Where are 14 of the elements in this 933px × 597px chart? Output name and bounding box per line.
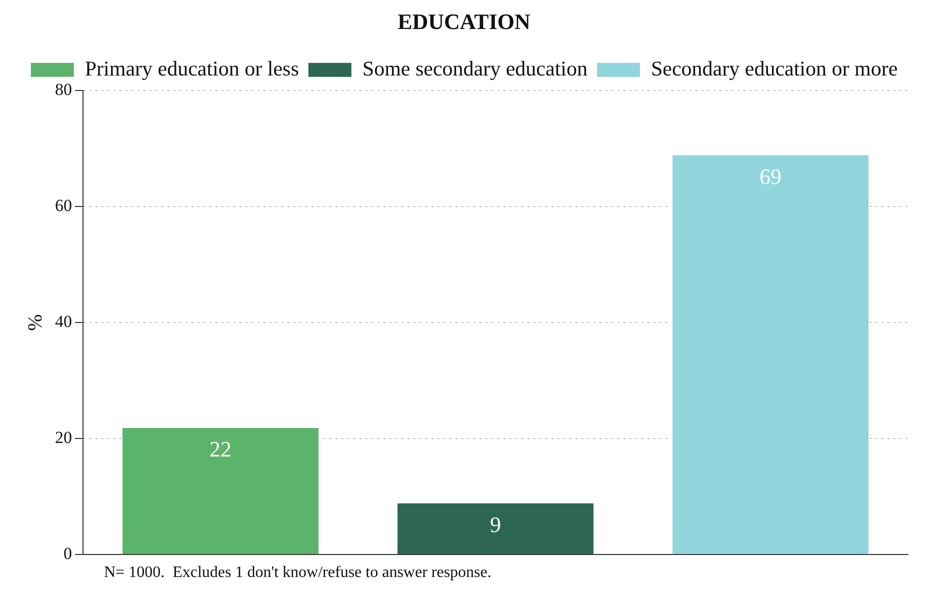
data-label: 69	[760, 164, 782, 190]
y-tick-label: 0	[64, 544, 72, 564]
legend-label: Secondary education or more	[650, 56, 898, 80]
y-tick-label: 80	[55, 80, 72, 99]
data-label: 9	[490, 512, 501, 538]
legend-label: Primary education or less	[84, 56, 299, 80]
y-axis-title: %	[24, 314, 46, 331]
y-tick-label: 40	[55, 312, 72, 331]
legend-label: Some secondary education	[362, 56, 588, 80]
y-tick-label: 20	[55, 428, 72, 448]
text: N= 1000. Excludes 1 don't know/refuse to answer response.	[104, 564, 492, 581]
y-tick-label: 60	[55, 196, 72, 215]
chart-title: EDUCATION	[398, 8, 531, 34]
data-label: 22	[210, 436, 232, 462]
